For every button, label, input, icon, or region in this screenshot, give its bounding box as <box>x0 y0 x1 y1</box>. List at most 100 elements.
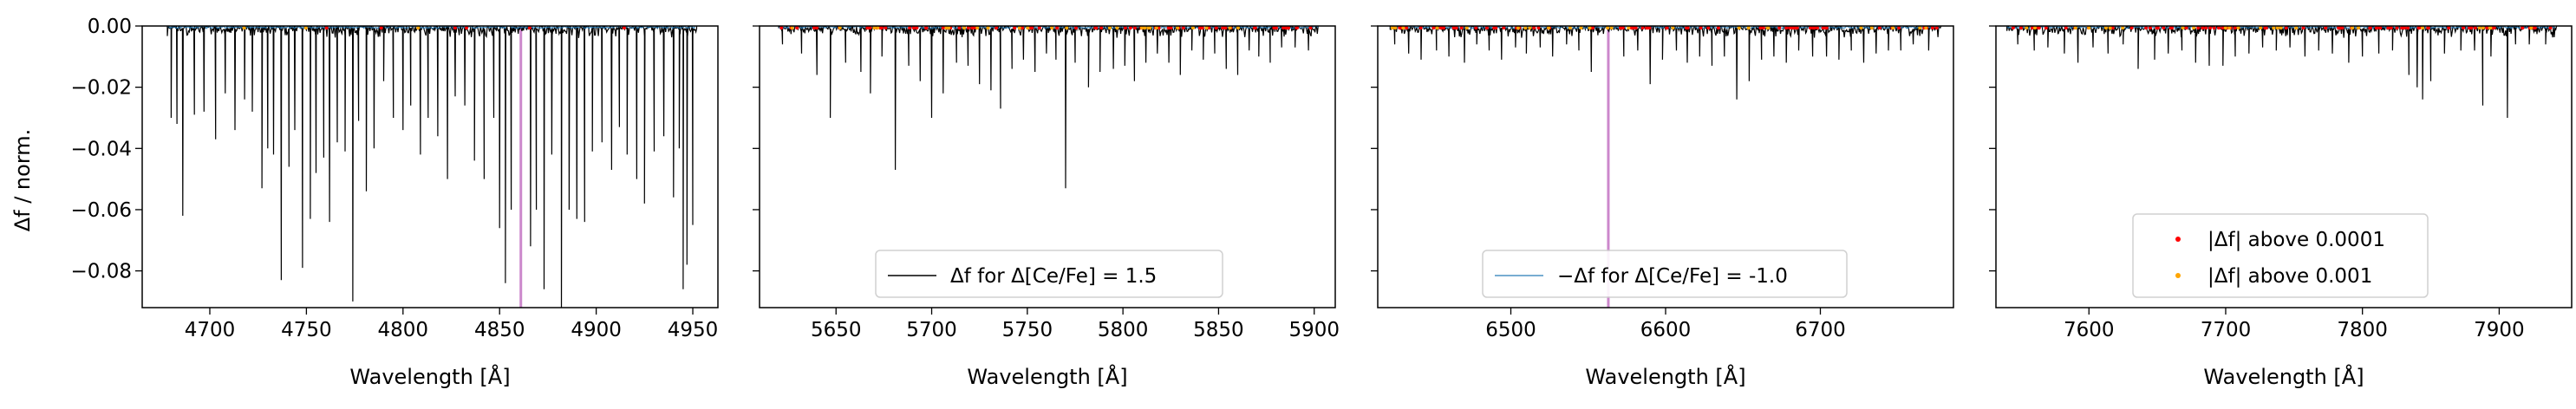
dot-above-0.0001 <box>2184 26 2188 30</box>
dot-above-0.0001 <box>1640 26 1645 30</box>
dot-above-0.001 <box>1606 26 1610 30</box>
dot-above-0.0001 <box>527 26 532 30</box>
x-tick-label: 6600 <box>1640 319 1692 341</box>
dot-above-0.0001 <box>2447 26 2451 30</box>
dot-above-0.001 <box>1859 26 1863 30</box>
dot-above-0.001 <box>962 26 967 30</box>
dot-above-0.0001 <box>1021 26 1025 30</box>
y-tick-label: −0.02 <box>71 77 132 100</box>
dot-above-0.001 <box>2236 26 2240 30</box>
dot-above-0.0001 <box>1823 26 1827 30</box>
legend-swatch <box>2175 273 2181 278</box>
dot-above-0.0001 <box>1532 26 1536 30</box>
dot-above-0.001 <box>2351 26 2355 30</box>
dot-above-0.0001 <box>1281 26 1286 30</box>
dot-above-0.0001 <box>1223 26 1228 30</box>
dot-above-0.0001 <box>1502 26 1506 30</box>
dot-above-0.001 <box>2032 26 2037 30</box>
dot-above-0.001 <box>1115 26 1119 30</box>
dot-above-0.0001 <box>2037 26 2041 30</box>
dot-above-0.0001 <box>2533 26 2537 30</box>
dot-above-0.0001 <box>2473 26 2477 30</box>
dot-above-0.001 <box>2294 26 2299 30</box>
threshold-dots <box>2011 26 2553 30</box>
y-tick-label: −0.06 <box>71 199 132 222</box>
dot-above-0.0001 <box>1629 26 1634 30</box>
x-tick-label: 4900 <box>571 319 622 341</box>
dot-above-0.001 <box>2357 26 2361 30</box>
dot-above-0.001 <box>1190 26 1195 30</box>
x-tick-label: 4850 <box>474 319 525 341</box>
dot-above-0.001 <box>2087 26 2091 30</box>
dot-above-0.0001 <box>995 26 999 30</box>
dot-above-0.0001 <box>1197 26 1202 30</box>
dot-above-0.001 <box>1627 26 1631 30</box>
dot-above-0.001 <box>2477 26 2481 30</box>
dot-above-0.0001 <box>1788 26 1792 30</box>
dot-above-0.0001 <box>622 26 626 30</box>
dot-above-0.0001 <box>879 26 884 30</box>
dot-above-0.0001 <box>1536 26 1541 30</box>
dot-above-0.0001 <box>1441 26 1445 30</box>
dot-above-0.0001 <box>924 26 929 30</box>
x-tick-label: 4700 <box>185 319 236 341</box>
dot-above-0.001 <box>2073 26 2077 30</box>
dot-above-0.0001 <box>1761 26 1765 30</box>
dot-above-0.001 <box>2108 26 2112 30</box>
x-tick-label: 5850 <box>1193 319 1244 341</box>
dot-above-0.001 <box>303 26 308 30</box>
axes-frame <box>141 25 719 308</box>
panel-3: 6500 6600 6700 Wavelength [Å] −Δf for Δ[Ce/F… <box>1371 25 1954 389</box>
dot-above-0.0001 <box>1207 26 1211 30</box>
dot-above-0.0001 <box>1790 26 1795 30</box>
dot-above-0.0001 <box>1454 26 1458 30</box>
dot-above-0.0001 <box>1181 26 1185 30</box>
dot-above-0.001 <box>1924 26 1928 30</box>
spectrum-line <box>2006 26 2558 119</box>
legend: −Δf for Δ[Ce/Fe] = -1.0 <box>1482 250 1848 298</box>
dot-above-0.0001 <box>1758 26 1763 30</box>
dot-above-0.0001 <box>465 26 469 30</box>
dot-above-0.001 <box>1766 26 1771 30</box>
axes-frame <box>1995 25 2573 308</box>
dot-above-0.0001 <box>812 26 816 30</box>
dot-above-0.001 <box>1609 26 1614 30</box>
plot-area <box>2006 26 2558 119</box>
dot-above-0.001 <box>975 26 980 30</box>
legend: |Δf| above 0.0001 |Δf| above 0.001 <box>2132 213 2429 298</box>
dot-above-0.001 <box>1547 26 1551 30</box>
dot-above-0.001 <box>2529 26 2534 30</box>
dot-above-0.0001 <box>1037 26 1041 30</box>
dot-above-0.0001 <box>1816 26 1820 30</box>
dot-above-0.001 <box>2121 26 2125 30</box>
x-tick-label: 7800 <box>2337 319 2388 341</box>
dot-above-0.001 <box>1401 26 1405 30</box>
dot-above-0.0001 <box>966 26 970 30</box>
dot-above-0.001 <box>1393 26 1398 30</box>
dot-above-0.0001 <box>1930 26 1934 30</box>
dot-above-0.0001 <box>1811 26 1816 30</box>
dot-above-0.0001 <box>2204 26 2208 30</box>
x-tick-label: 5700 <box>906 319 957 341</box>
y-tick-label: 0.00 <box>88 16 132 38</box>
dot-above-0.0001 <box>1405 26 1409 30</box>
dot-above-0.0001 <box>866 26 871 30</box>
legend-box <box>875 250 1223 298</box>
dot-above-0.0001 <box>2301 26 2305 30</box>
dot-above-0.0001 <box>1699 26 1703 30</box>
dot-above-0.001 <box>1228 26 1232 30</box>
panel-4: 7600 7700 7800 7900 Wavelength [Å] |Δf| above… <box>1989 25 2573 389</box>
x-tick-label: 5800 <box>1098 319 1149 341</box>
dot-above-0.0001 <box>1055 26 1060 30</box>
dot-above-0.001 <box>1918 26 1922 30</box>
dot-above-0.001 <box>1176 26 1180 30</box>
dot-above-0.0001 <box>1459 26 1464 30</box>
dot-above-0.0001 <box>1094 26 1099 30</box>
dot-above-0.001 <box>947 26 951 30</box>
dot-above-0.0001 <box>1214 26 1218 30</box>
dot-above-0.0001 <box>2521 26 2525 30</box>
dot-above-0.0001 <box>2201 26 2205 30</box>
dot-above-0.001 <box>872 26 877 30</box>
dot-above-0.001 <box>1143 26 1147 30</box>
